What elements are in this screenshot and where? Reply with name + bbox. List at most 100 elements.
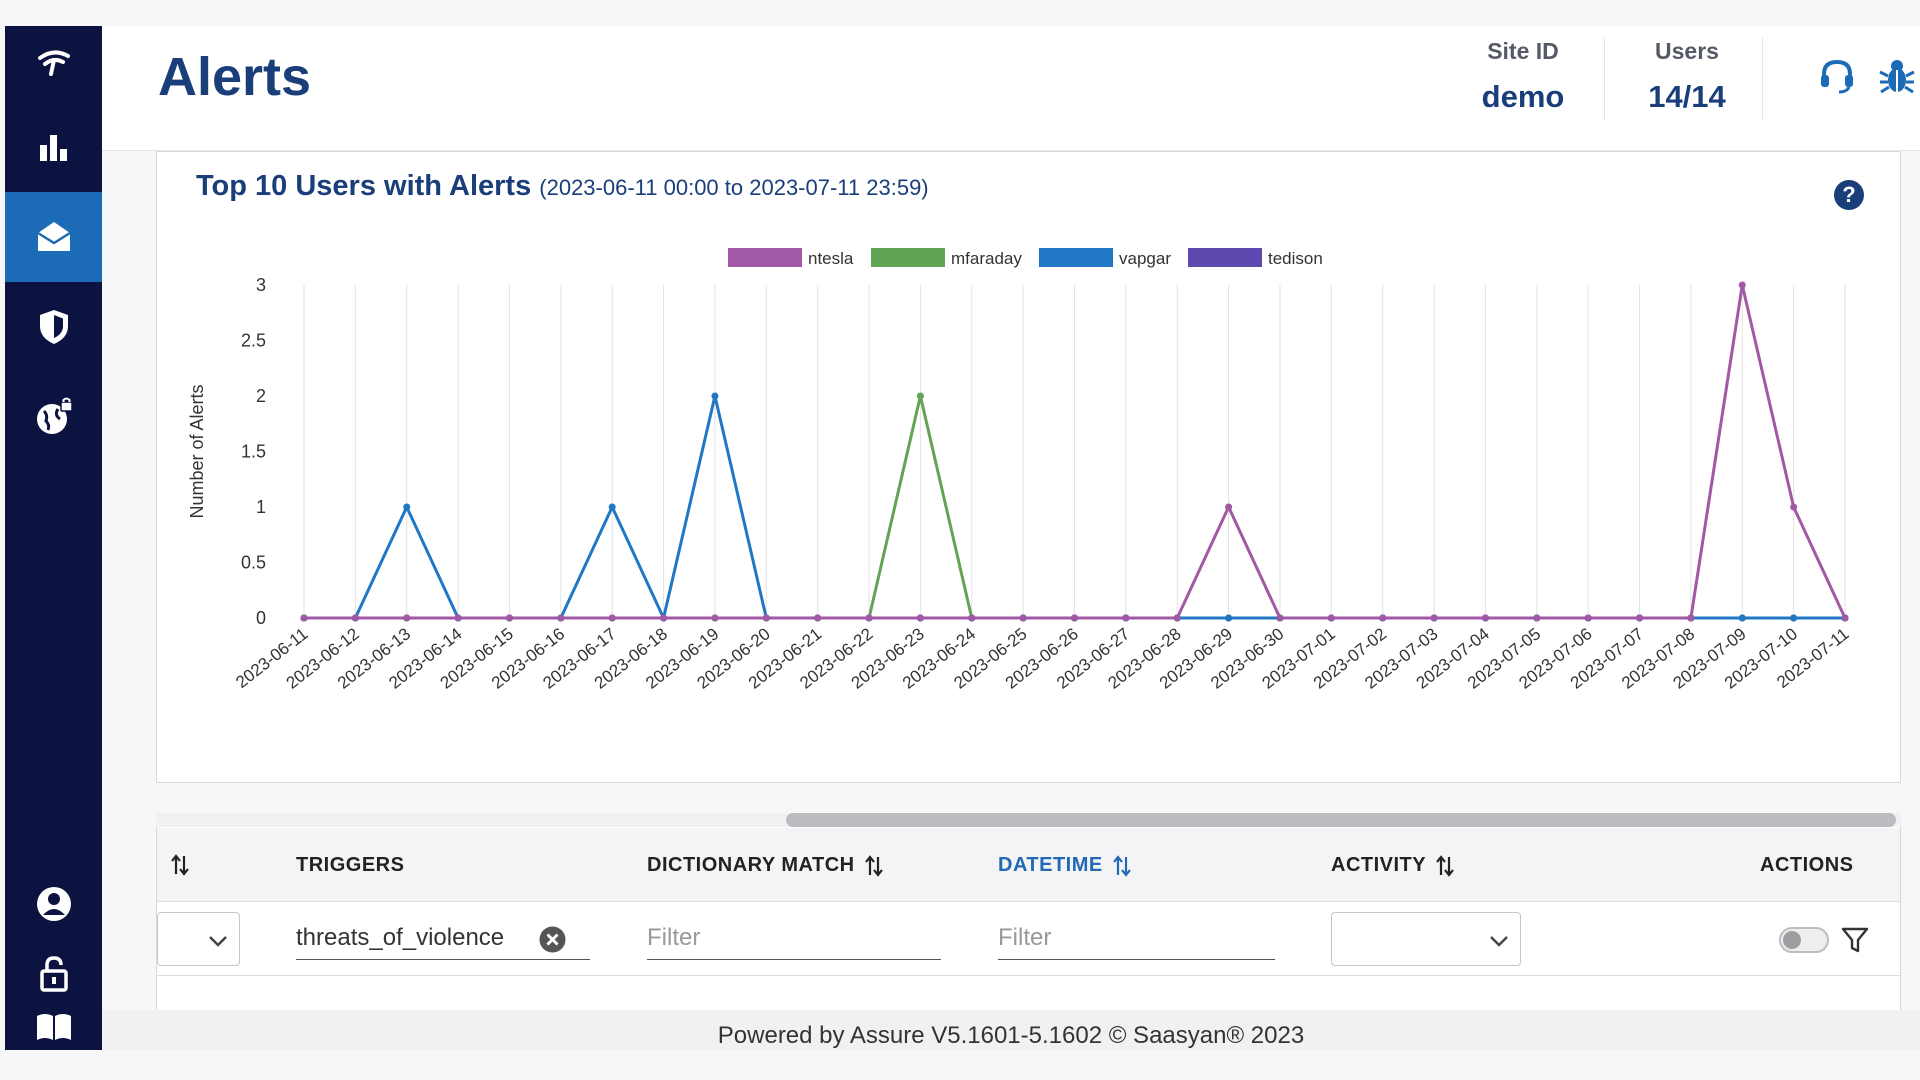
data-point-ntesla [814, 614, 822, 622]
sidebar-item-dashboard[interactable] [5, 102, 102, 192]
support-headset-icon[interactable] [1817, 56, 1857, 96]
legend-label: tedison [1268, 249, 1323, 268]
dictionary-filter-input[interactable] [647, 916, 941, 960]
y-tick-label: 1.5 [241, 442, 266, 462]
data-point-ntesla [1276, 614, 1284, 622]
legend-label: ntesla [808, 249, 854, 268]
column-header-label: ACTIVITY [1331, 854, 1427, 876]
sort-icon[interactable] [1112, 854, 1131, 877]
data-point-ntesla [1790, 503, 1798, 511]
alerts-table: TRIGGERS DICTIONARY MATCH DATETIME ACTIV… [156, 813, 1901, 1010]
data-point-ntesla [1071, 614, 1078, 622]
column-header-triggers[interactable]: TRIGGERS [296, 854, 404, 877]
column-header-label: DATETIME [998, 854, 1103, 876]
data-point-vapgar [711, 392, 719, 400]
sidebar-item-docs[interactable] [5, 1002, 102, 1050]
column-header-select[interactable] [171, 854, 189, 876]
chart-date-range: (2023-06-11 00:00 to 2023-07-11 23:59) [539, 175, 929, 200]
wifi-logo-icon [37, 50, 70, 76]
data-point-ntesla [1173, 614, 1181, 622]
sort-icon[interactable] [1436, 854, 1454, 877]
chart-card: Top 10 Users with Alerts (2023-06-11 00:… [156, 151, 1901, 783]
page-title: Alerts [158, 47, 312, 107]
column-header-label: TRIGGERS [296, 854, 405, 876]
sidebar-item-web[interactable] [5, 372, 102, 462]
data-point-ntesla [1019, 614, 1027, 622]
bug-icon[interactable] [1877, 56, 1917, 96]
users-stat: Users 14/14 [1632, 38, 1742, 115]
data-point-ntesla [1225, 503, 1233, 511]
legend-label: mfaraday [951, 249, 1022, 268]
sidebar-item-alerts[interactable] [5, 192, 102, 282]
data-point-ntesla [1584, 614, 1592, 622]
y-tick-label: 0 [256, 608, 266, 628]
y-axis-label: Number of Alerts [187, 384, 207, 518]
site-id-label: Site ID [1487, 38, 1559, 64]
site-id-stat: Site ID demo [1468, 38, 1578, 115]
lock-icon [39, 956, 68, 992]
header: Alerts Site ID demo Users 14/14 [102, 26, 1920, 151]
column-header-activity[interactable]: ACTIVITY [1331, 854, 1454, 877]
data-point-vapgar [1225, 614, 1233, 622]
filter-row [157, 902, 1900, 976]
data-point-ntesla [1327, 614, 1335, 622]
data-point-ntesla [711, 614, 719, 622]
y-tick-label: 1 [256, 497, 266, 517]
datetime-filter-input[interactable] [998, 916, 1275, 960]
bar-chart-icon [39, 135, 67, 161]
filter-funnel-icon[interactable] [1841, 926, 1869, 954]
data-point-ntesla [403, 614, 411, 622]
clear-icon[interactable] [539, 926, 566, 953]
chevron-down-icon [209, 936, 227, 947]
user-circle-icon [36, 887, 71, 921]
data-point-ntesla [1430, 614, 1438, 622]
legend-swatch [728, 248, 802, 267]
data-point-vapgar [1790, 614, 1798, 622]
data-point-vapgar [608, 503, 616, 511]
horizontal-scrollbar[interactable] [156, 813, 1901, 827]
site-id-value: demo [1481, 79, 1565, 114]
scrollbar-thumb[interactable] [786, 813, 1896, 827]
activity-dropdown[interactable] [1331, 912, 1521, 966]
actions-toggle[interactable] [1779, 927, 1829, 953]
data-point-ntesla [1379, 614, 1387, 622]
data-point-ntesla [1533, 614, 1541, 622]
users-value: 14/14 [1648, 79, 1726, 114]
column-header-label: DICTIONARY MATCH [647, 854, 855, 876]
help-icon[interactable]: ? [1834, 180, 1864, 210]
column-header-label: ACTIONS [1760, 854, 1854, 876]
sort-icon[interactable] [171, 854, 189, 876]
data-point-ntesla [1687, 614, 1695, 622]
shield-icon [39, 310, 68, 344]
data-point-ntesla [1738, 281, 1746, 289]
data-point-ntesla [968, 614, 976, 622]
data-point-ntesla [762, 614, 770, 622]
sidebar [5, 26, 102, 1050]
data-point-ntesla [608, 614, 616, 622]
sidebar-item-security[interactable] [5, 282, 102, 372]
data-point-mfaraday [916, 392, 924, 400]
column-header-datetime[interactable]: DATETIME [998, 854, 1131, 877]
chevron-down-icon [1490, 936, 1508, 947]
chart-title: Top 10 Users with Alerts (2023-06-11 00:… [196, 170, 929, 203]
data-point-ntesla [660, 614, 668, 622]
data-point-vapgar [403, 503, 411, 511]
table-header: TRIGGERS DICTIONARY MATCH DATETIME ACTIV… [157, 828, 1900, 902]
data-point-ntesla [454, 614, 462, 622]
column-header-dictionary-match[interactable]: DICTIONARY MATCH [647, 854, 883, 877]
logo-button[interactable] [5, 26, 102, 102]
header-divider [1762, 38, 1763, 120]
sort-icon[interactable] [864, 854, 883, 877]
data-point-ntesla [1841, 614, 1849, 622]
envelope-open-icon [36, 222, 71, 251]
users-label: Users [1655, 38, 1719, 64]
legend-swatch [1188, 248, 1262, 267]
book-icon [36, 1014, 71, 1040]
sidebar-item-lock[interactable] [5, 936, 102, 1012]
row-select-dropdown[interactable] [157, 912, 240, 966]
data-point-ntesla [1122, 614, 1130, 622]
sidebar-item-profile[interactable] [5, 866, 102, 942]
data-point-vapgar [1738, 614, 1746, 622]
